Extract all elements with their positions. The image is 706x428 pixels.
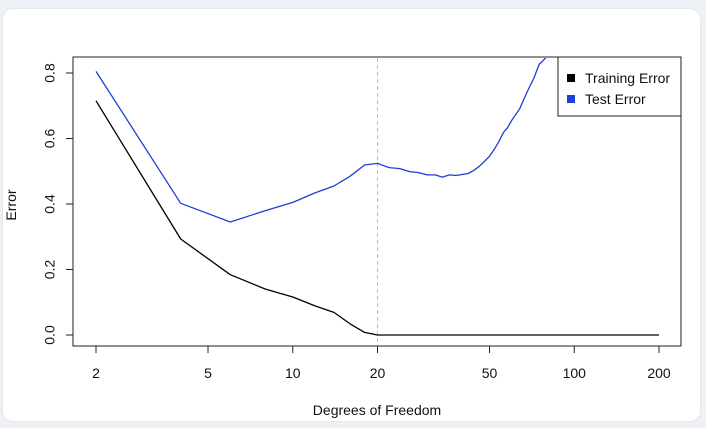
y-tick-label: 0.0 xyxy=(42,325,58,345)
y-axis-title: Error xyxy=(3,189,19,220)
series-line-test-error xyxy=(95,58,547,223)
legend-label: Training Error xyxy=(585,70,670,86)
x-tick-label: 50 xyxy=(482,365,498,381)
y-tick-label: 0.4 xyxy=(42,194,58,214)
legend-swatch xyxy=(567,95,575,103)
x-axis-title: Degrees of Freedom xyxy=(313,402,441,418)
x-tick-label: 2 xyxy=(92,365,100,381)
legend-swatch xyxy=(567,74,575,82)
x-tick-label: 200 xyxy=(647,365,671,381)
x-tick-label: 100 xyxy=(563,365,587,381)
x-tick-label: 20 xyxy=(370,365,386,381)
series-line-training-error xyxy=(95,100,659,336)
x-tick-label: 5 xyxy=(204,365,212,381)
y-tick-label: 0.2 xyxy=(42,260,58,280)
legend-label: Test Error xyxy=(585,91,646,107)
x-tick-label: 10 xyxy=(285,365,301,381)
y-tick-label: 0.8 xyxy=(42,63,58,83)
legend-box xyxy=(557,56,682,117)
legend: Training Error Test Error xyxy=(557,56,682,117)
y-tick-label: 0.6 xyxy=(42,129,58,149)
